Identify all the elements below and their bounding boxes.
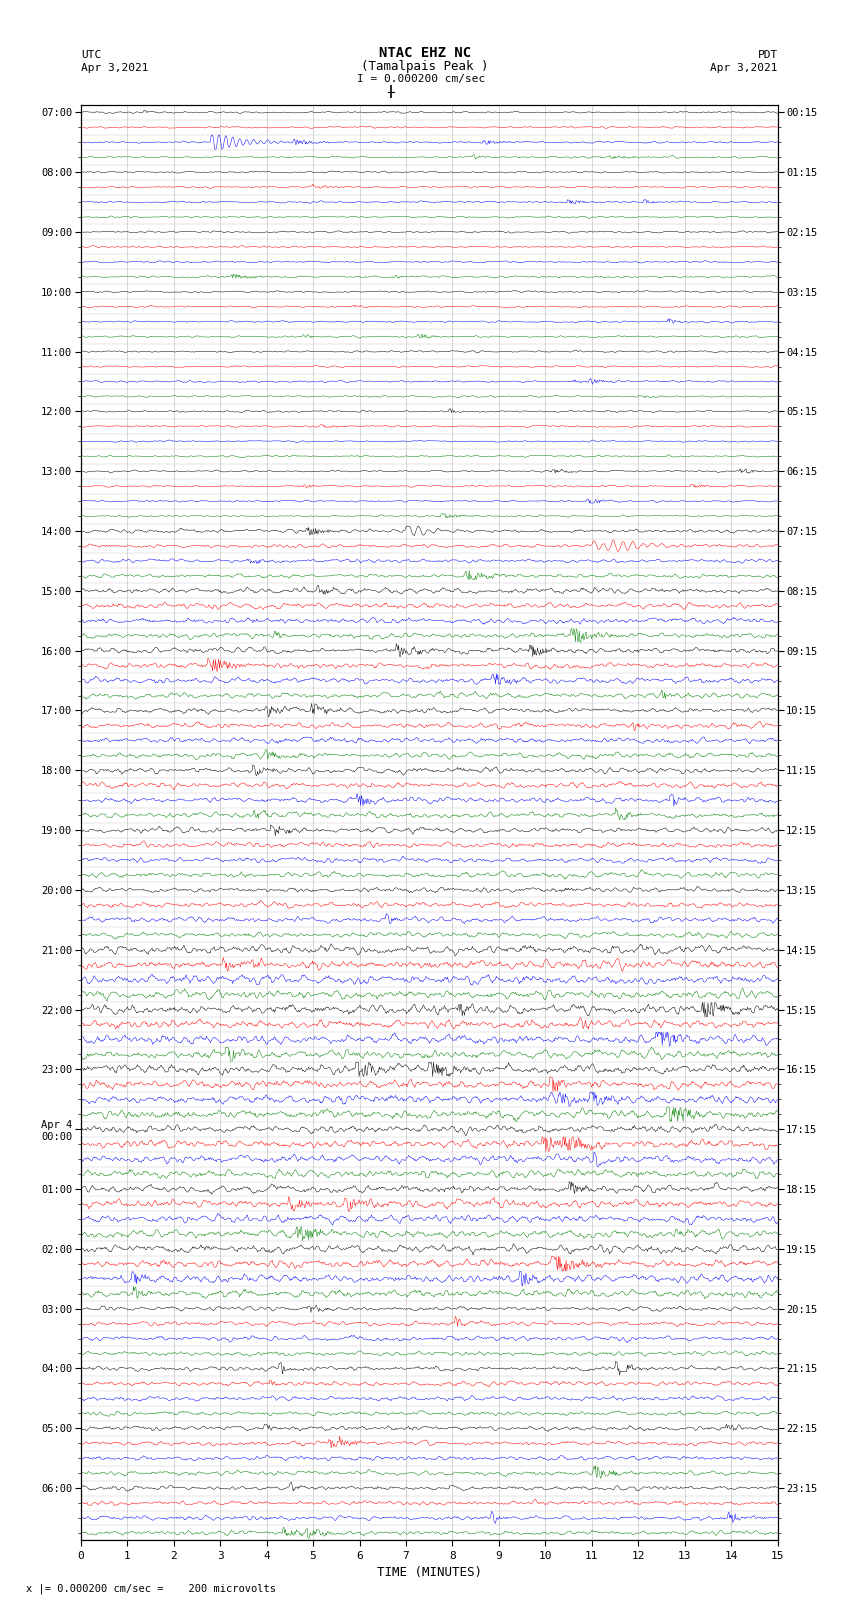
Text: Apr 3,2021: Apr 3,2021 — [711, 63, 778, 73]
Text: UTC: UTC — [81, 50, 101, 60]
Text: I = 0.000200 cm/sec: I = 0.000200 cm/sec — [357, 74, 484, 84]
Text: Apr 3,2021: Apr 3,2021 — [81, 63, 148, 73]
Text: x |= 0.000200 cm/sec =    200 microvolts: x |= 0.000200 cm/sec = 200 microvolts — [26, 1582, 275, 1594]
Text: NTAC EHZ NC: NTAC EHZ NC — [379, 47, 471, 60]
Text: PDT: PDT — [757, 50, 778, 60]
X-axis label: TIME (MINUTES): TIME (MINUTES) — [377, 1566, 482, 1579]
Text: (Tamalpais Peak ): (Tamalpais Peak ) — [361, 60, 489, 73]
